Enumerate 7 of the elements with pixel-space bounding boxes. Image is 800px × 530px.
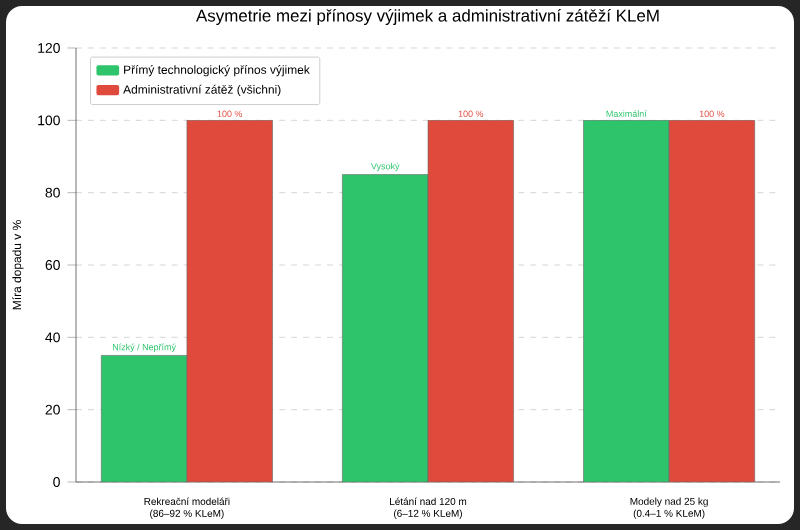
bar — [342, 174, 429, 482]
bar — [427, 120, 514, 482]
bar — [668, 120, 755, 482]
bar — [583, 120, 670, 482]
bar — [186, 120, 273, 482]
bar — [101, 355, 188, 482]
chart-title: Asymetrie mezi přínosy výjimek a administrativní zátěží KLeM — [196, 9, 659, 25]
